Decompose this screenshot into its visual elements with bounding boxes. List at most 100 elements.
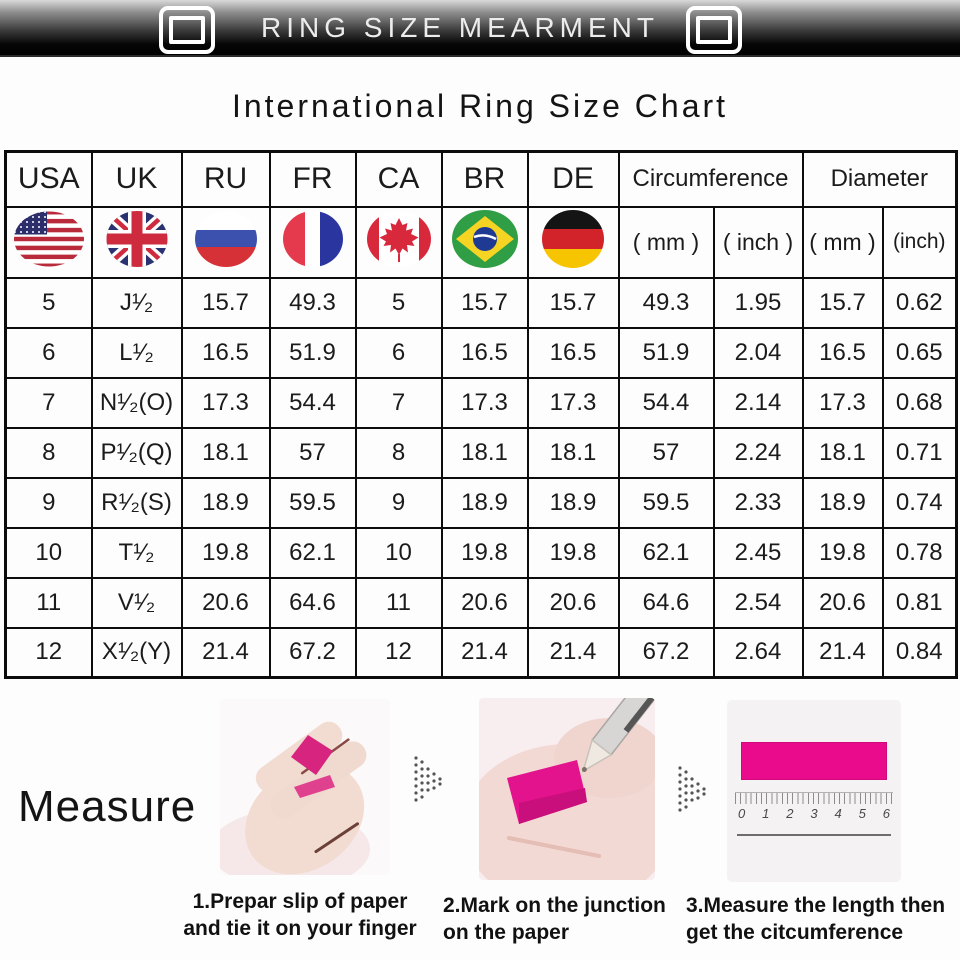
ruler-number: 6 [882, 806, 890, 821]
table-cell: 2.54 [712, 576, 804, 629]
table-cell: 15.7 [526, 276, 620, 329]
germany-flag-icon [540, 209, 606, 269]
col-header-uk: UK [90, 150, 183, 208]
table-cell: 21.4 [526, 626, 620, 679]
table-cell: 6 [4, 326, 93, 379]
table-row: 10 T¹⁄₂ 19.8 62.1 10 19.8 19.8 62.1 2.45 19.8 0.78 [4, 526, 958, 579]
photo-frame-icon-inner [696, 16, 732, 44]
table-cell: 2.33 [712, 476, 804, 529]
table-cell: 11 [354, 576, 443, 629]
table-cell: 64.6 [617, 576, 715, 629]
table-cell: J¹⁄₂ [90, 276, 183, 329]
table-cell: 0.84 [881, 626, 958, 679]
table-cell: L¹⁄₂ [90, 326, 183, 379]
table-cell: 19.8 [180, 526, 271, 579]
table-cell: 54.4 [268, 376, 357, 429]
table-cell: 0.71 [881, 426, 958, 479]
step1-caption-line1: 1.Prepar slip of paper [192, 890, 408, 913]
table-cell: 0.65 [881, 326, 958, 379]
table-cell: 62.1 [617, 526, 715, 579]
table-cell: 18.1 [180, 426, 271, 479]
table-cell: 49.3 [617, 276, 715, 329]
ruler-number: 0 [738, 806, 746, 821]
step2-caption-line1: 2.Mark on the junction [443, 894, 666, 917]
table-cell: 20.6 [180, 576, 271, 629]
table-cell: 18.9 [180, 476, 271, 529]
table-cell: 0.78 [881, 526, 958, 579]
uk-flag-icon [105, 210, 169, 268]
step3-caption: 3.Measure the length then get the citcum… [686, 892, 958, 946]
table-cell: 15.7 [180, 276, 271, 329]
table-cell: 20.6 [801, 576, 884, 629]
col-header-fr: FR [268, 150, 357, 208]
table-cell: 10 [354, 526, 443, 579]
pink-paper-strip [741, 742, 887, 780]
dotted-arrow-icon [678, 766, 706, 812]
table-cell: 57 [268, 426, 357, 479]
measure-title: Measure [18, 782, 197, 831]
unit-diameter-mm: ( mm ) [801, 205, 884, 279]
table-cell: 49.3 [268, 276, 357, 329]
table-cell: 18.9 [440, 476, 529, 529]
banner-title: RING SIZE MEARMENT [260, 12, 659, 43]
table-header-row: USA UK RU FR CA BR DE Circumference Diam… [4, 150, 958, 208]
table-cell: 1.95 [712, 276, 804, 329]
table-row: 9 R¹⁄₂(S) 18.9 59.5 9 18.9 18.9 59.5 2.33 18.9 0.7… [4, 476, 958, 529]
table-cell: 2.64 [712, 626, 804, 679]
table-cell: 21.4 [801, 626, 884, 679]
photo-frame-icon-right [686, 6, 742, 54]
table-cell: N¹⁄₂(O) [90, 376, 183, 429]
table-cell: 7 [4, 376, 93, 429]
table-cell: 18.1 [801, 426, 884, 479]
step1-hand-photo [220, 699, 390, 875]
table-cell: R¹⁄₂(S) [90, 476, 183, 529]
table-cell: 15.7 [801, 276, 884, 329]
col-header-usa: USA [4, 150, 93, 208]
table-cell: 6 [354, 326, 443, 379]
flag-row: ( mm ) ( inch ) ( mm ) (inch) [4, 205, 958, 279]
ruler-ticks [735, 792, 893, 804]
step1-caption: 1.Prepar slip of paper and tie it on you… [150, 888, 450, 942]
table-cell: 0.81 [881, 576, 958, 629]
table-row: 11 V¹⁄₂ 20.6 64.6 11 20.6 20.6 64.6 2.54 20.6 0.81 [4, 576, 958, 629]
table-cell: 2.45 [712, 526, 804, 579]
col-header-de: DE [526, 150, 620, 208]
table-cell: 16.5 [526, 326, 620, 379]
table-cell: 9 [354, 476, 443, 529]
table-cell: 19.8 [526, 526, 620, 579]
table-cell: 12 [354, 626, 443, 679]
step1-caption-line2: and tie it on your finger [183, 917, 417, 940]
table-cell: 18.9 [801, 476, 884, 529]
brazil-flag-icon [450, 209, 520, 269]
table-cell: 0.74 [881, 476, 958, 529]
table-cell: 57 [617, 426, 715, 479]
table-row: 12 X¹⁄₂(Y) 21.4 67.2 12 21.4 21.4 67.2 2.64 21.4 0… [4, 626, 958, 679]
col-header-ru: RU [180, 150, 271, 208]
col-header-circumference: Circumference [617, 150, 804, 208]
ruler-number: 2 [786, 806, 794, 821]
table-row: 7 N¹⁄₂(O) 17.3 54.4 7 17.3 17.3 54.4 2.14 17.3 0.6… [4, 376, 958, 429]
unit-diameter-inch: (inch) [881, 205, 958, 279]
table-cell: 0.68 [881, 376, 958, 429]
ruler-numbers: 0 1 2 3 4 5 6 [735, 806, 893, 821]
table-cell: 19.8 [801, 526, 884, 579]
table-cell: 17.3 [180, 376, 271, 429]
table-cell: 16.5 [180, 326, 271, 379]
table-cell: 2.24 [712, 426, 804, 479]
top-banner: RING SIZE MEARMENT [0, 0, 960, 57]
table-row: 8 P¹⁄₂(Q) 18.1 57 8 18.1 18.1 57 2.24 18.1 0.71 [4, 426, 958, 479]
table-cell: 59.5 [268, 476, 357, 529]
ring-size-table: USA UK RU FR CA BR DE Circumference Diam… [4, 150, 959, 679]
col-header-br: BR [440, 150, 529, 208]
table-cell: 18.1 [526, 426, 620, 479]
step2-mark-photo [479, 698, 655, 880]
france-flag-icon [280, 210, 346, 268]
step2-caption-line2: on the paper [443, 921, 570, 944]
table-cell: 10 [4, 526, 93, 579]
table-cell: 18.9 [526, 476, 620, 529]
table-cell: 67.2 [268, 626, 357, 679]
ruler-number: 1 [762, 806, 770, 821]
table-row: 5 J¹⁄₂ 15.7 49.3 5 15.7 15.7 49.3 1.95 15.7 0.62 [4, 276, 958, 329]
table-cell: 12 [4, 626, 93, 679]
table-cell: 64.6 [268, 576, 357, 629]
